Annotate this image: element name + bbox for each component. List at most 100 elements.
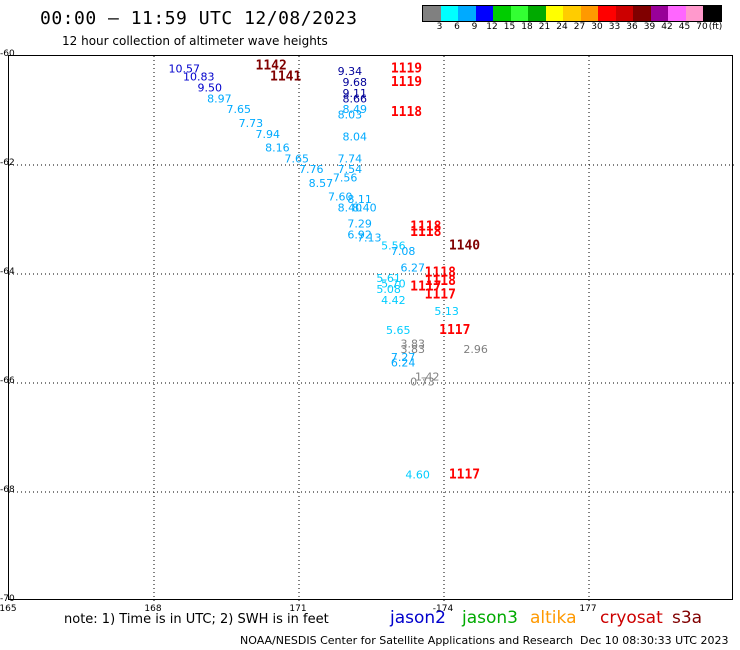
colorbar-label: 30 xyxy=(591,22,603,32)
generated-timestamp: Dec 10 08:30:33 UTC 2023 xyxy=(580,634,729,647)
track-time-label: 1117 xyxy=(449,467,480,482)
track-time-label: 1118 xyxy=(425,266,456,281)
map-plot-frame: 10.57 10.83 9.50 8.97 7.65 7.73 7.94 8.16 7.65 7.… xyxy=(8,55,734,601)
colorbar-label: (ft) xyxy=(708,22,723,32)
wave-height-value: 3.83 xyxy=(401,343,426,356)
wave-height-value: 8.57 xyxy=(309,177,334,190)
colorbar-label: 27 xyxy=(573,22,586,32)
wave-height-value: 7.65 xyxy=(285,152,310,165)
track-time-label: 1119 xyxy=(391,61,422,76)
colorbar-label: 42 xyxy=(661,22,673,32)
wave-height-value: 2.96 xyxy=(463,343,488,356)
colorbar-label: 6 xyxy=(454,22,460,32)
map-plot-area: 10.5710.839.508.977.657.737.948.167.657.… xyxy=(9,56,734,601)
track-time-label: 1119 xyxy=(391,75,422,90)
colorbar-swatch xyxy=(545,6,563,21)
wave-height-value: 6.92 xyxy=(347,229,372,242)
colorbar-label: 18 xyxy=(521,22,533,32)
colorbar-swatch xyxy=(510,6,528,21)
wave-height-value: 4.60 xyxy=(405,468,430,481)
colorbar-label: 39 xyxy=(643,22,656,32)
wave-height-value: 7.56 xyxy=(333,171,358,184)
wave-height-value: 3.83 xyxy=(401,338,426,351)
track-time-label: 1118 xyxy=(425,274,456,289)
longitude-tick-label: 168 xyxy=(144,604,162,614)
colorbar-label: 24 xyxy=(556,22,568,32)
wave-height-value: 7.65 xyxy=(227,103,252,116)
track-time-label: 1118 xyxy=(391,105,422,120)
wave-height-value: 4.42 xyxy=(381,294,406,307)
colorbar-label: 9 xyxy=(471,22,478,32)
wave-height-value: 1.42 xyxy=(415,370,440,383)
track-time-label: 1117 xyxy=(425,288,456,303)
wave-height-value: 5.61 xyxy=(376,272,401,285)
wave-height-value: 5.70 xyxy=(381,278,406,291)
wave-height-value: 7.76 xyxy=(299,163,324,176)
wave-height-value: 8.40 xyxy=(352,201,377,214)
wave-height-value: 8.97 xyxy=(207,92,232,105)
satellite-legend-s3a: s3a xyxy=(672,608,703,628)
latitude-tick-label: -64 xyxy=(0,267,15,277)
wave-height-value: 8.11 xyxy=(347,193,372,206)
colorbar-label: 15 xyxy=(503,22,516,32)
colorbar-label: 70 xyxy=(696,22,708,32)
colorbar-labels: 3 6 9 12 15 18 21 24 27 30 33 36 39 42 45 70 (ft) xyxy=(422,22,740,34)
wave-height-value: 5.65 xyxy=(386,324,411,337)
latitude-tick-label: -62 xyxy=(0,158,15,168)
track-time-label: 1142 xyxy=(256,59,287,74)
colorbar-swatch xyxy=(475,6,493,21)
colorbar-swatch xyxy=(668,6,686,21)
satellite-legend-cryosat: cryosat xyxy=(600,608,663,628)
wave-height-value: 7.27 xyxy=(391,351,416,364)
latitude-tick-label: -70 xyxy=(0,594,15,604)
colorbar-label: 12 xyxy=(486,22,498,32)
colorbar-swatch xyxy=(458,6,476,21)
colorbar-swatch xyxy=(580,6,598,21)
colorbar-label: 45 xyxy=(678,22,691,32)
wave-height-value: 6.24 xyxy=(391,357,416,370)
longitude-tick-label: 165 xyxy=(0,604,17,614)
colorbar-swatch xyxy=(650,6,668,21)
colorbar-swatch xyxy=(685,6,703,21)
satellite-legend-jason2: jason2 xyxy=(390,608,446,628)
wave-height-value: 7.73 xyxy=(239,117,263,130)
colorbar-label: 21 xyxy=(538,22,551,32)
colorbar-swatch xyxy=(703,6,721,21)
wave-height-value: 0.73 xyxy=(410,376,435,389)
wave-height-value: 8.04 xyxy=(343,130,368,143)
wave-height-value: 9.34 xyxy=(338,65,363,78)
colorbar-swatch xyxy=(440,6,458,21)
wave-height-value: 9.11 xyxy=(343,87,368,100)
wave-height-value: 6.27 xyxy=(401,261,426,274)
footer-note: note: 1) Time is in UTC; 2) SWH is in fe… xyxy=(64,612,329,627)
track-time-label: 1141 xyxy=(270,70,301,85)
longitude-tick-label: 177 xyxy=(579,604,597,614)
colorbar-swatch xyxy=(598,6,616,21)
map-subtitle: 12 hour collection of altimeter wave hei… xyxy=(62,34,328,48)
wave-height-value: 7.08 xyxy=(391,245,416,258)
colorbar-swatch xyxy=(423,6,441,21)
wave-height-value: 9.50 xyxy=(198,81,223,94)
longitude-tick-label: -174 xyxy=(432,604,454,614)
wave-height-value: 7.29 xyxy=(347,218,372,231)
colorbar-label: 33 xyxy=(608,22,621,32)
wave-height-value: 9.68 xyxy=(343,76,368,89)
colorbar-swatch xyxy=(528,6,546,21)
map-title: 00:00 – 11:59 UTC 12/08/2023 xyxy=(40,8,358,29)
track-time-label: 1118 xyxy=(410,225,441,240)
wave-height-value: 8.16 xyxy=(265,141,290,154)
colorbar-swatch xyxy=(633,6,651,21)
track-time-label: 1140 xyxy=(449,238,480,253)
wave-height-value: 8.66 xyxy=(343,92,368,105)
track-time-label: 1117 xyxy=(410,279,441,294)
wave-height-value: 5.56 xyxy=(381,239,406,252)
wave-height-value: 10.57 xyxy=(169,62,201,75)
credit-line: NOAA/NESDIS Center for Satellite Applica… xyxy=(240,634,574,647)
wave-height-value: 7.74 xyxy=(338,152,363,165)
colorbar-label: 3 xyxy=(436,22,443,32)
latitude-tick-label: -66 xyxy=(0,376,15,386)
colorbar-swatch xyxy=(563,6,581,21)
latitude-tick-label: -68 xyxy=(0,485,15,495)
colorbar-label: 36 xyxy=(626,22,638,32)
